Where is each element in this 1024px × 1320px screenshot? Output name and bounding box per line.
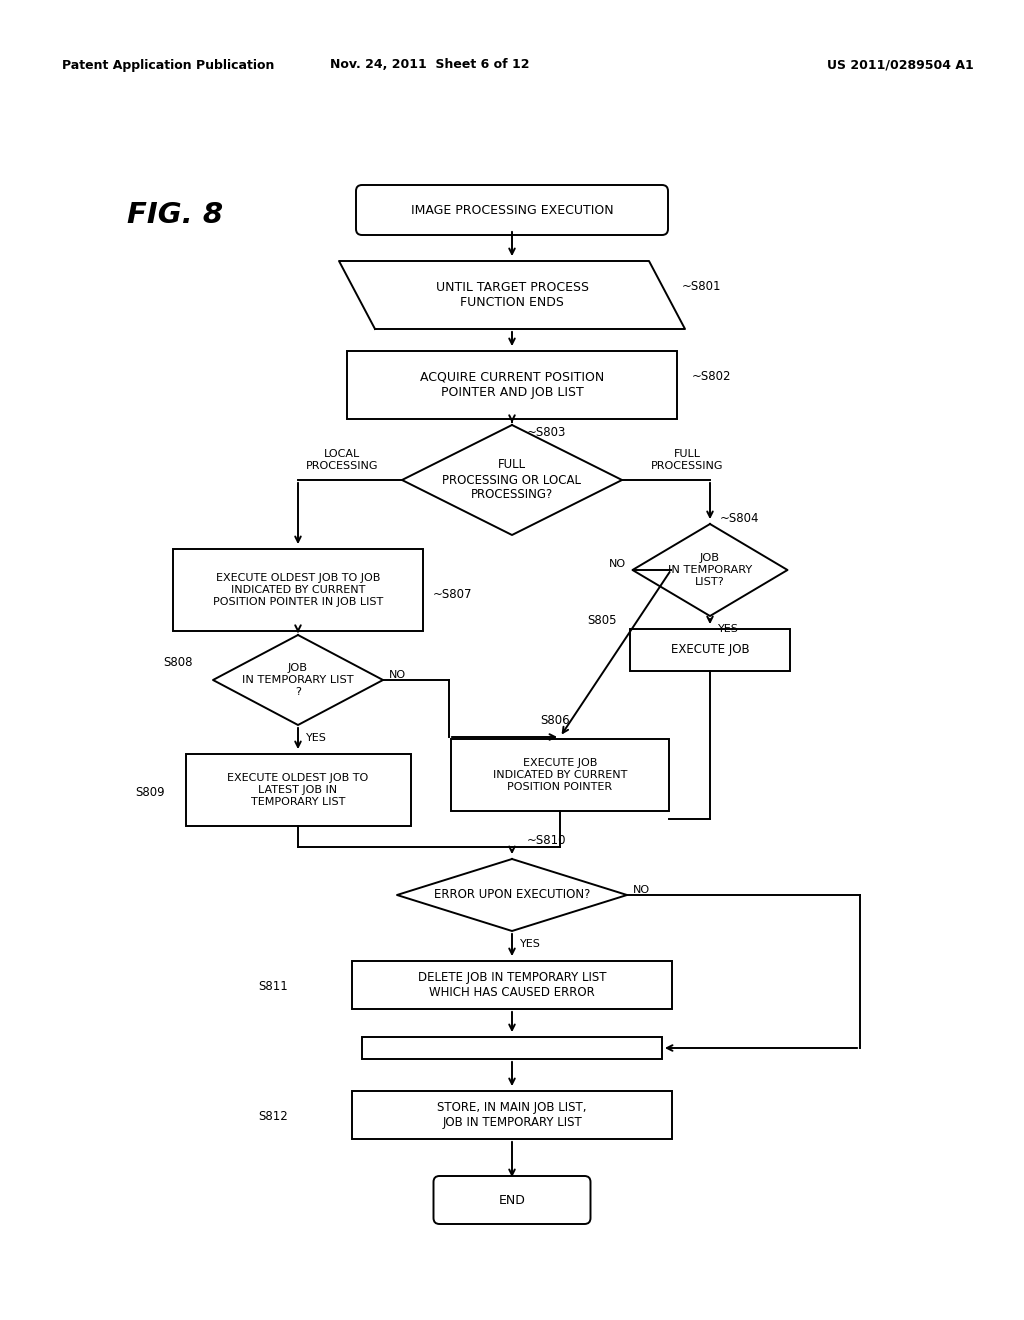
Polygon shape xyxy=(213,635,383,725)
Text: ~S804: ~S804 xyxy=(720,512,760,525)
Polygon shape xyxy=(397,859,627,931)
Text: S812: S812 xyxy=(258,1110,288,1123)
Text: FIG. 8: FIG. 8 xyxy=(127,201,223,228)
Text: EXECUTE JOB: EXECUTE JOB xyxy=(671,644,750,656)
Text: NO: NO xyxy=(389,671,407,680)
Text: ERROR UPON EXECUTION?: ERROR UPON EXECUTION? xyxy=(434,888,590,902)
Text: ~S803: ~S803 xyxy=(527,426,566,440)
Text: NO: NO xyxy=(609,558,627,569)
Text: FULL
PROCESSING OR LOCAL
PROCESSING?: FULL PROCESSING OR LOCAL PROCESSING? xyxy=(442,458,582,502)
Text: END: END xyxy=(499,1193,525,1206)
Text: DELETE JOB IN TEMPORARY LIST
WHICH HAS CAUSED ERROR: DELETE JOB IN TEMPORARY LIST WHICH HAS C… xyxy=(418,972,606,999)
Text: ~S801: ~S801 xyxy=(682,281,722,293)
Text: US 2011/0289504 A1: US 2011/0289504 A1 xyxy=(826,58,974,71)
Text: STORE, IN MAIN JOB LIST,
JOB IN TEMPORARY LIST: STORE, IN MAIN JOB LIST, JOB IN TEMPORAR… xyxy=(437,1101,587,1129)
Bar xyxy=(347,351,677,418)
Text: LOCAL
PROCESSING: LOCAL PROCESSING xyxy=(306,449,378,471)
Polygon shape xyxy=(402,425,622,535)
Text: EXECUTE OLDEST JOB TO
LATEST JOB IN
TEMPORARY LIST: EXECUTE OLDEST JOB TO LATEST JOB IN TEMP… xyxy=(227,774,369,807)
Text: EXECUTE JOB
INDICATED BY CURRENT
POSITION POINTER: EXECUTE JOB INDICATED BY CURRENT POSITIO… xyxy=(493,759,627,792)
Text: YES: YES xyxy=(306,733,327,743)
FancyBboxPatch shape xyxy=(433,1176,591,1224)
Bar xyxy=(173,549,423,631)
Text: ~S802: ~S802 xyxy=(692,371,731,384)
Text: ACQUIRE CURRENT POSITION
POINTER AND JOB LIST: ACQUIRE CURRENT POSITION POINTER AND JOB… xyxy=(420,371,604,399)
Text: ~S810: ~S810 xyxy=(527,834,566,847)
Text: IMAGE PROCESSING EXECUTION: IMAGE PROCESSING EXECUTION xyxy=(411,203,613,216)
Bar xyxy=(630,630,790,671)
Polygon shape xyxy=(633,524,787,616)
Bar xyxy=(185,754,411,826)
Text: S811: S811 xyxy=(258,981,288,994)
Text: YES: YES xyxy=(520,939,541,949)
FancyBboxPatch shape xyxy=(356,185,668,235)
Polygon shape xyxy=(339,261,685,329)
Text: Patent Application Publication: Patent Application Publication xyxy=(62,58,274,71)
Text: FULL
PROCESSING: FULL PROCESSING xyxy=(650,449,723,471)
Bar xyxy=(352,1092,672,1139)
Text: ~S807: ~S807 xyxy=(433,589,472,602)
Text: YES: YES xyxy=(718,624,739,634)
Bar xyxy=(362,1038,662,1059)
Text: S806: S806 xyxy=(541,714,569,727)
Text: S809: S809 xyxy=(135,785,165,799)
Text: Nov. 24, 2011  Sheet 6 of 12: Nov. 24, 2011 Sheet 6 of 12 xyxy=(331,58,529,71)
Text: JOB
IN TEMPORARY LIST
?: JOB IN TEMPORARY LIST ? xyxy=(243,664,354,697)
Text: EXECUTE OLDEST JOB TO JOB
INDICATED BY CURRENT
POSITION POINTER IN JOB LIST: EXECUTE OLDEST JOB TO JOB INDICATED BY C… xyxy=(213,573,383,607)
Text: NO: NO xyxy=(633,884,650,895)
Text: S805: S805 xyxy=(588,615,617,627)
Text: JOB
IN TEMPORARY
LIST?: JOB IN TEMPORARY LIST? xyxy=(668,553,752,586)
Bar xyxy=(451,739,669,810)
Bar xyxy=(352,961,672,1008)
Text: S808: S808 xyxy=(163,656,193,668)
Text: UNTIL TARGET PROCESS
FUNCTION ENDS: UNTIL TARGET PROCESS FUNCTION ENDS xyxy=(435,281,589,309)
